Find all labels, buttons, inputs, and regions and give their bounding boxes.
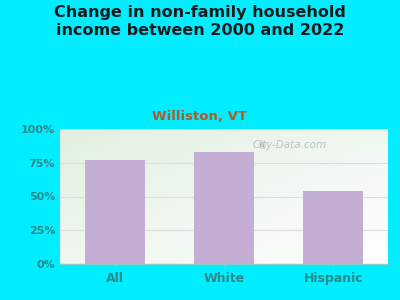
Text: Change in non-family household
income between 2000 and 2022: Change in non-family household income be… [54, 4, 346, 38]
Bar [85, 160, 145, 264]
Text: City-Data.com: City-Data.com [252, 140, 327, 150]
Bar [303, 191, 364, 264]
Bar [194, 152, 254, 264]
Text: ◉: ◉ [258, 140, 266, 150]
Text: Williston, VT: Williston, VT [152, 110, 248, 122]
